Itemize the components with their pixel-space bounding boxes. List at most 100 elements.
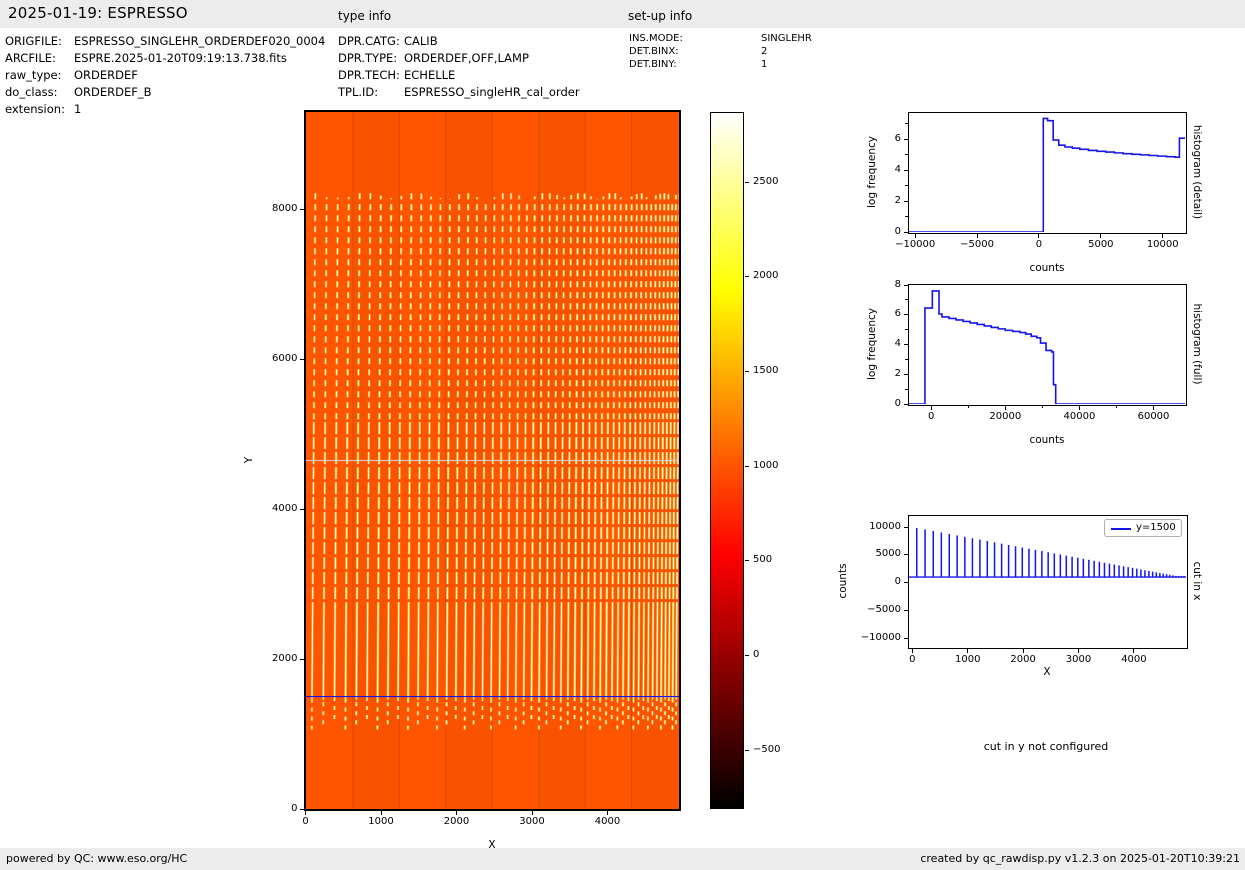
cx-yaxis-label: counts — [837, 563, 849, 599]
tick-mark — [1133, 648, 1135, 653]
raw-image-canvas — [305, 112, 679, 809]
dprtech-label: DPR.TECH: — [338, 68, 400, 82]
tick-label: 6 — [894, 308, 901, 320]
tick-label: 60000 — [1137, 411, 1170, 422]
tick-mark — [903, 526, 908, 528]
page-title: 2025-01-19: ESPRESSO — [8, 4, 188, 22]
dprtype-value: ORDERDEF,OFF,LAMP — [404, 51, 529, 65]
tick-mark — [1038, 233, 1040, 238]
dprcatg-value: CALIB — [404, 34, 438, 48]
tick-mark — [903, 200, 908, 202]
info-row-tplid: TPL.ID: ESPRESSO_singleHR_cal_order — [338, 85, 580, 99]
tick-mark-minor — [1115, 405, 1117, 408]
dprtech-value: ECHELLE — [404, 68, 456, 82]
colorbar-tick-label: 1500 — [753, 364, 779, 376]
extension-value: 1 — [74, 102, 82, 116]
tick-label: 0 — [928, 411, 935, 422]
tick-mark — [300, 808, 304, 810]
doclass-value: ORDERDEF_B — [74, 85, 152, 99]
tick-mark-minor — [905, 185, 908, 187]
colorbar — [710, 112, 744, 809]
tick-label: 8000 — [272, 202, 298, 214]
footer-bar: powered by QC: www.eso.org/HC created by… — [0, 848, 1245, 870]
tick-mark — [300, 508, 304, 510]
colorbar-tick-mark — [745, 655, 749, 657]
tplid-value: ESPRESSO_singleHR_cal_order — [404, 85, 580, 99]
detbinx-label: DET.BINX: — [629, 46, 679, 57]
tick-mark-minor — [905, 358, 908, 360]
rawtype-label: raw_type: — [5, 68, 62, 82]
legend-line-sample — [1111, 528, 1131, 530]
tick-label: 10000 — [869, 520, 901, 532]
tick-label: 4000 — [594, 816, 621, 827]
tick-mark — [456, 810, 457, 815]
info-row-dprtype: DPR.TYPE: ORDERDEF,OFF,LAMP — [338, 51, 529, 65]
tick-label: 2 — [894, 367, 901, 379]
tick-mark — [914, 233, 916, 238]
tick-label: 8 — [894, 278, 901, 290]
tick-mark-minor — [905, 329, 908, 331]
colorbar-tick-label: 2500 — [753, 175, 779, 187]
info-row-rawtype: raw_type: ORDERDEF — [5, 68, 138, 82]
footer-created-by: created by qc_rawdisp.py v1.2.3 on 2025-… — [920, 852, 1240, 865]
histogram-full-canvas — [909, 285, 1185, 404]
tick-mark — [300, 208, 304, 210]
dprtype-label: DPR.TYPE: — [338, 51, 398, 65]
tick-mark — [903, 373, 908, 375]
tick-label: 6 — [894, 132, 901, 144]
extension-label: extension: — [5, 102, 65, 116]
main-yaxis-label: Y — [243, 456, 255, 464]
info-row-arcfile: ARCFILE: ESPRE.2025-01-20T09:19:13.738.fi… — [5, 51, 287, 65]
colorbar-tick-mark — [745, 370, 749, 372]
tick-mark — [903, 582, 908, 584]
tick-label: 4000 — [1121, 654, 1147, 665]
hd-xaxis-label: counts — [1029, 262, 1065, 274]
tick-label: −5000 — [867, 603, 901, 615]
info-row-doclass: do_class: ORDERDEF_B — [5, 85, 152, 99]
colorbar-tick-label: 500 — [753, 554, 773, 566]
info-row-dprtech: DPR.TECH: ECHELLE — [338, 68, 455, 82]
tick-mark — [911, 648, 913, 653]
tick-mark — [1100, 233, 1102, 238]
tick-label: 4 — [894, 338, 901, 349]
tick-label: 0 — [894, 576, 901, 588]
tick-label: 0 — [291, 802, 298, 814]
tick-mark — [903, 554, 908, 556]
hf-right-label: histogram (full) — [1191, 303, 1203, 385]
tick-mark — [903, 609, 908, 611]
tplid-label: TPL.ID: — [338, 85, 379, 99]
tick-label: 5000 — [1088, 239, 1114, 250]
colorbar-tick-mark — [745, 181, 749, 183]
tick-mark — [903, 231, 908, 233]
tick-mark — [903, 637, 908, 639]
tick-mark — [976, 233, 978, 238]
tick-label: 4000 — [272, 502, 298, 514]
tick-mark — [903, 284, 908, 286]
tick-label: 2000 — [1010, 654, 1036, 665]
tick-mark-minor — [905, 388, 908, 390]
info-row-origfile: ORIGFILE: ESPRESSO_SINGLEHR_ORDERDEF020_0… — [5, 34, 325, 48]
colorbar-tick-label: 1000 — [753, 459, 779, 471]
tick-label: 4 — [894, 163, 901, 175]
detbinx-value: 2 — [761, 46, 768, 57]
arcfile-label: ARCFILE: — [5, 51, 56, 65]
tick-mark — [607, 810, 609, 815]
colorbar-tick-label: 2000 — [753, 270, 779, 282]
tick-mark-minor — [905, 123, 908, 125]
tick-mark — [967, 648, 969, 653]
main-xaxis-label: X — [488, 839, 496, 851]
tick-mark-minor — [905, 216, 908, 218]
tick-label: 1000 — [368, 816, 394, 827]
tick-label: 5000 — [875, 548, 901, 560]
tick-mark — [1162, 233, 1164, 238]
tick-mark-minor — [905, 299, 908, 301]
tick-label: 2000 — [443, 816, 470, 827]
tick-mark-minor — [905, 154, 908, 156]
footer-powered-by: powered by QC: www.eso.org/HC — [6, 852, 188, 865]
detbiny-label: DET.BINY: — [629, 59, 677, 70]
tick-label: 3000 — [519, 816, 545, 827]
tick-label: 20000 — [989, 411, 1022, 422]
colorbar-tick-label: −500 — [753, 743, 781, 755]
info-row-insmode: INS.MODE: SINGLEHR — [629, 33, 812, 44]
insmode-value: SINGLEHR — [761, 33, 812, 44]
